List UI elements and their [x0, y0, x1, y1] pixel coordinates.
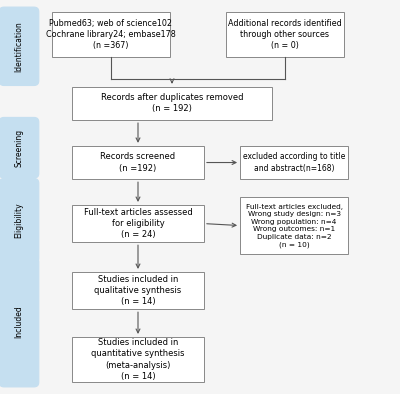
FancyBboxPatch shape — [0, 178, 39, 263]
Text: Eligibility: Eligibility — [14, 203, 24, 238]
FancyBboxPatch shape — [52, 12, 170, 57]
FancyBboxPatch shape — [240, 197, 348, 254]
Text: Pubmed63; web of science102
Cochrane library24; embase178
(n =367): Pubmed63; web of science102 Cochrane lib… — [46, 19, 176, 50]
Text: Additional records identified
through other sources
(n = 0): Additional records identified through ot… — [228, 19, 342, 50]
FancyBboxPatch shape — [0, 7, 39, 85]
FancyBboxPatch shape — [240, 146, 348, 179]
Text: excluded according to title
and abstract(n=168): excluded according to title and abstract… — [243, 152, 345, 173]
FancyBboxPatch shape — [226, 12, 344, 57]
FancyBboxPatch shape — [0, 257, 39, 387]
Text: Records screened
(n =192): Records screened (n =192) — [100, 152, 176, 173]
Text: Full-text articles excluded,
Wrong study design: n=3
Wrong population: n=4
Wrong: Full-text articles excluded, Wrong study… — [246, 204, 342, 247]
Text: Studies included in
quantitative synthesis
(meta-analysis)
(n = 14): Studies included in quantitative synthes… — [91, 338, 185, 381]
FancyBboxPatch shape — [72, 146, 204, 179]
Text: Full-text articles assessed
for eligibility
(n = 24): Full-text articles assessed for eligibil… — [84, 208, 192, 239]
FancyBboxPatch shape — [72, 272, 204, 309]
Text: Identification: Identification — [14, 21, 24, 72]
Text: Studies included in
qualitative synthesis
(n = 14): Studies included in qualitative synthesi… — [94, 275, 182, 306]
FancyBboxPatch shape — [0, 117, 39, 178]
FancyBboxPatch shape — [72, 337, 204, 382]
Text: Included: Included — [14, 306, 24, 338]
FancyBboxPatch shape — [72, 205, 204, 242]
Text: Records after duplicates removed
(n = 192): Records after duplicates removed (n = 19… — [101, 93, 243, 113]
FancyBboxPatch shape — [72, 87, 272, 120]
Text: Screening: Screening — [14, 129, 24, 167]
